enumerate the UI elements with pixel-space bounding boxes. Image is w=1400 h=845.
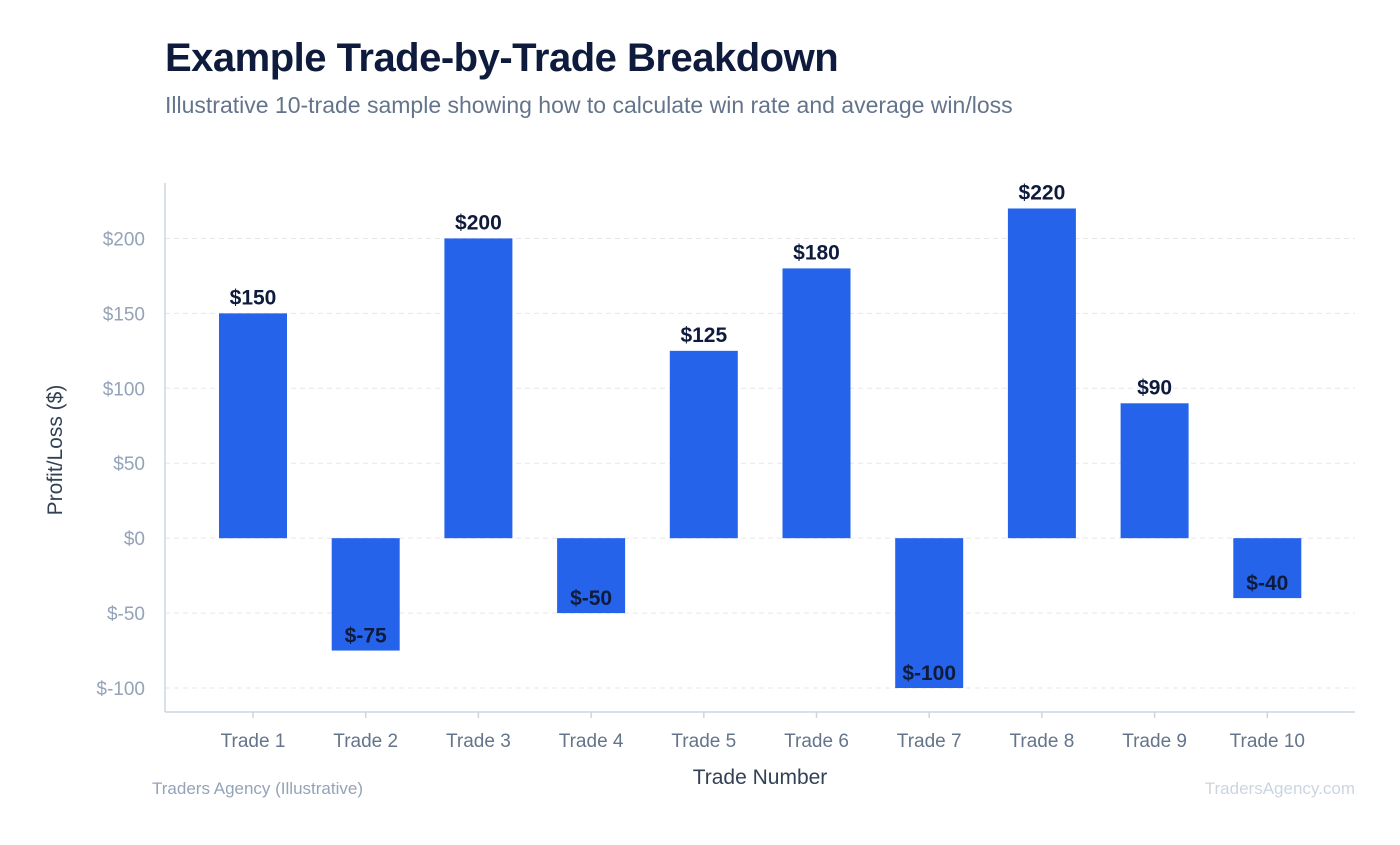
bars xyxy=(219,208,1302,689)
x-tick-label: Trade 6 xyxy=(784,731,849,752)
data-label: $220 xyxy=(1019,181,1066,204)
data-label: $-75 xyxy=(345,625,387,648)
bar xyxy=(1233,538,1302,599)
data-labels: $150 $-75 $200 $-50 $125 $180 $-100 $220 $90 $-40 xyxy=(230,181,1289,685)
y-axis-label: Profit/Loss ($) xyxy=(44,385,67,516)
y-tick-label: $150 xyxy=(103,304,145,325)
x-tick-label: Trade 1 xyxy=(221,731,286,752)
source-note: Traders Agency (Illustrative) xyxy=(152,779,363,798)
y-tick-label: $-50 xyxy=(107,604,145,625)
y-tick-label: $200 xyxy=(103,229,145,250)
x-tick-labels: Trade 1 Trade 2 Trade 3 Trade 4 Trade 5 Trade… xyxy=(221,712,1305,752)
x-axis-label: Trade Number xyxy=(693,766,828,789)
axes xyxy=(164,183,1355,713)
data-label: $150 xyxy=(230,286,277,309)
data-label: $-100 xyxy=(902,662,956,685)
brand-watermark: TradersAgency.com xyxy=(1204,779,1355,798)
bar xyxy=(557,538,626,614)
data-label: $180 xyxy=(793,241,840,264)
x-tick-label: Trade 10 xyxy=(1230,731,1305,752)
x-tick-label: Trade 2 xyxy=(333,731,398,752)
chart-subtitle: Illustrative 10-trade sample showing how… xyxy=(165,92,1013,118)
y-tick-labels: $-100 $-50 $0 $50 $100 $150 $200 xyxy=(96,229,145,700)
bar xyxy=(895,538,964,689)
x-tick-label: Trade 8 xyxy=(1010,731,1075,752)
bar xyxy=(444,238,513,539)
x-tick-label: Trade 7 xyxy=(897,731,962,752)
y-tick-label: $0 xyxy=(124,529,145,550)
bar xyxy=(669,350,738,539)
x-tick-label: Trade 3 xyxy=(446,731,511,752)
y-tick-label: $100 xyxy=(103,379,145,400)
bar xyxy=(219,313,287,539)
data-label: $-50 xyxy=(570,587,612,610)
data-label: $90 xyxy=(1137,376,1172,399)
chart-title: Example Trade-by-Trade Breakdown xyxy=(165,36,839,80)
data-label: $-40 xyxy=(1246,572,1288,595)
bar xyxy=(1120,403,1189,539)
y-tick-label: $50 xyxy=(113,454,145,475)
x-tick-label: Trade 9 xyxy=(1122,731,1187,752)
data-label: $125 xyxy=(680,324,727,347)
bar xyxy=(1007,208,1076,539)
bar xyxy=(782,268,851,539)
data-label: $200 xyxy=(455,211,502,234)
y-tick-label: $-100 xyxy=(96,679,145,700)
bar xyxy=(331,538,400,651)
x-tick-label: Trade 5 xyxy=(671,731,736,752)
x-tick-label: Trade 4 xyxy=(559,731,624,752)
